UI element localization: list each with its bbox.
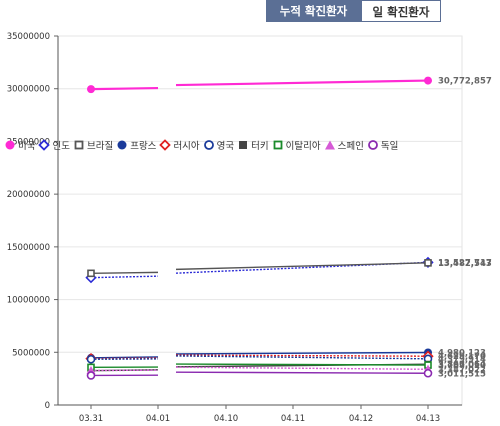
series-line [175,262,429,271]
data-label: 3,787,010 [438,361,486,371]
legend-marker-icon [239,141,248,149]
data-label: 4,379,914 [438,355,486,365]
series-line [90,275,159,279]
x-tick-label: 04.13 [416,414,440,424]
legend-item[interactable]: 이탈리아 [272,138,321,152]
legend-marker-icon [324,140,335,150]
tab-cumulative[interactable]: 누적 확진환자 [266,0,361,22]
legend-item[interactable]: 영국 [203,138,234,152]
legend-label: 스페인 [337,141,364,152]
y-tick-label: 30000000 [7,85,50,95]
series-point [423,368,433,378]
y-tick-label: 15000000 [7,243,50,253]
series-line [175,79,429,87]
series-line [175,355,429,360]
legend-marker-icon [203,140,214,150]
data-label: 13,482,543 [438,259,492,269]
legend-item[interactable]: 인도 [38,138,70,152]
legend-marker-icon [367,140,378,150]
series-point [424,259,432,267]
legend-marker-icon [74,140,84,150]
legend-label: 영국 [216,141,235,152]
legend-label: 독일 [380,141,399,152]
legend-item[interactable]: 브라질 [73,138,113,152]
series-line [90,271,159,275]
y-tick-label: 35000000 [7,32,50,42]
legend-marker-icon [273,140,283,150]
y-tick-label: 5000000 [12,348,50,358]
legend-label: 러시아 [173,141,200,152]
legend-marker-icon [5,140,15,150]
legend-item[interactable]: 터키 [237,138,269,152]
data-label: 13,527,717 [438,258,492,268]
series-line [175,354,429,357]
legend-item[interactable]: 프랑스 [116,138,156,152]
legend-item[interactable]: 미국 [4,138,35,152]
series-point [424,76,432,85]
plot-area [57,35,463,406]
series-line [175,366,429,370]
series-line [175,351,429,355]
series-point [86,354,96,364]
series-point [87,269,95,278]
series-point [87,85,95,94]
legend-label: 인도 [52,141,70,152]
tab-daily[interactable]: 일 확진환자 [361,0,441,22]
legend-label: 브라질 [86,141,114,152]
series-line [175,363,429,366]
data-label: 4,980,123 [438,348,486,358]
x-tick-label: 04.12 [349,414,373,424]
legend-item[interactable]: 러시아 [159,138,200,152]
data-label: 3,866,064 [438,360,486,370]
legend-label: 미국 [18,141,36,152]
series-line [90,356,159,359]
series-point [86,371,96,380]
legend-label: 이탈리아 [285,141,321,152]
series-line [175,371,429,374]
data-label: 3,011,515 [438,369,486,379]
x-tick-label: 04.01 [146,414,170,424]
x-tick-label: 03.31 [79,414,103,424]
legend-marker-icon [159,139,172,151]
legend-item[interactable]: 스페인 [324,138,364,152]
tab-bar: 누적 확진환자 일 확진환자 [266,0,441,22]
x-tick-label: 04.10 [214,414,238,424]
legend-marker-icon [38,139,51,151]
y-tick-label: 0 [45,401,50,411]
legend-label: 터키 [251,141,269,152]
legend-label: 프랑스 [130,141,157,152]
y-tick-label: 20000000 [7,190,50,200]
y-tick-label: 25000000 [7,137,50,147]
series-line [90,86,159,91]
legend-marker-icon [117,140,127,150]
legend: 미국 인도 브라질 프랑스 러시아 영국 터키 이탈리아 스페인 독일 [4,138,401,152]
data-label: 3,387,022 [438,365,486,375]
data-label: 30,772,857 [438,77,492,87]
data-label: 4,629,170 [438,352,486,362]
x-tick-label: 04.11 [281,414,305,424]
y-tick-label: 10000000 [7,296,50,306]
legend-item[interactable]: 독일 [367,138,398,152]
